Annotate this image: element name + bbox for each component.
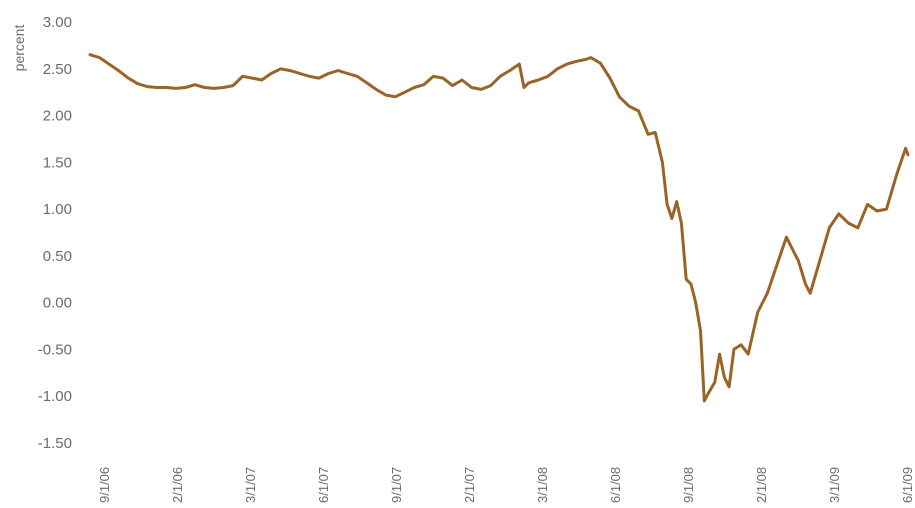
x-tick-label: 6/1/09 [900, 467, 915, 503]
x-tick-label: 2/1/06 [170, 467, 185, 503]
y-tick-label: 1.50 [43, 154, 72, 171]
y-tick-label: 0.00 [43, 295, 72, 312]
x-tick-label: 9/1/08 [681, 467, 696, 503]
x-tick-label: 2/1/08 [754, 467, 769, 503]
y-axis-label: percent [11, 25, 27, 72]
y-tick-label: -1.00 [38, 388, 72, 405]
x-tick-label: 9/1/07 [389, 467, 404, 503]
x-tick-label: 3/1/07 [243, 467, 258, 503]
y-tick-label: 2.00 [43, 108, 72, 125]
y-tick-label: 1.00 [43, 201, 72, 218]
x-tick-label: 9/1/06 [97, 467, 112, 503]
series-line [88, 53, 910, 403]
y-tick-label: 2.50 [43, 61, 72, 78]
y-tick-label: -0.50 [38, 341, 72, 358]
y-tick-label: 0.50 [43, 248, 72, 265]
x-tick-label: 2/1/07 [462, 467, 477, 503]
y-tick-label: -1.50 [38, 435, 72, 452]
x-tick-label: 6/1/07 [316, 467, 331, 503]
x-tick-label: 3/1/09 [827, 467, 842, 503]
x-tick-label: 3/1/08 [535, 467, 550, 503]
x-tick-label: 6/1/08 [608, 467, 623, 503]
y-tick-label: 3.00 [43, 14, 72, 31]
